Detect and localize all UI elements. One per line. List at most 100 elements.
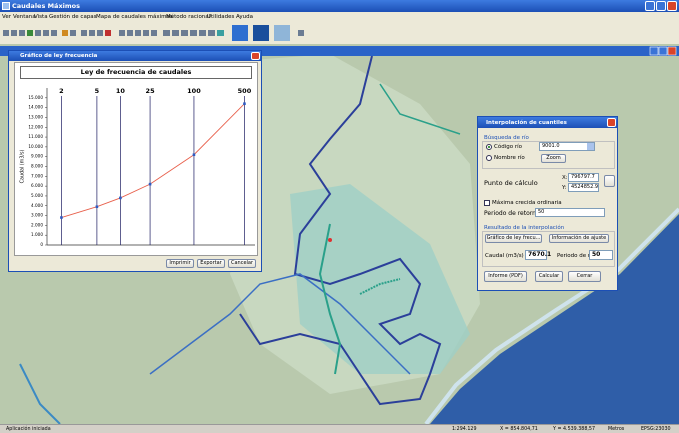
point-label: Punto de cálculo [484,179,538,187]
status-crs: EPSG:23030 [641,426,671,432]
radio-code[interactable] [486,144,492,150]
tool-icon[interactable] [3,30,9,36]
cancel-button[interactable]: Cancelar [228,259,256,268]
status-y: Y = 4.539.388,57 [553,426,596,432]
menu-item[interactable]: Utilidades [207,14,235,20]
tool-icon[interactable] [199,30,206,36]
map-maximize[interactable] [658,46,668,56]
period-field[interactable]: 50 [535,208,605,217]
tool-icon[interactable] [208,30,215,36]
tool-icon[interactable] [232,25,248,41]
map-minimize[interactable] [649,46,659,56]
dialog-close[interactable] [607,118,616,127]
result-period-field: 50 [589,250,613,260]
river [379,83,461,135]
close-dialog-button[interactable]: Cerrar [568,271,601,282]
app-icon [2,2,10,10]
result-period-label: Periodo de retorno : [557,253,612,259]
interpolation-dialog: Interpolación de cuantiles Búsqueda de r… [477,116,618,291]
zoom-button[interactable]: Zoom [541,154,566,163]
toolbar [0,22,679,44]
chart-window-close[interactable] [251,52,260,60]
menu-item[interactable]: Mapa de caudales máximos [96,14,173,20]
chart-window-title-bar: Gráfico de ley frecuencia [9,51,261,61]
dialog-title: Interpolación de cuantiles [486,119,567,126]
calc-button[interactable]: Calcular [535,271,563,282]
tool-icon[interactable] [27,30,33,36]
tool-icon[interactable] [181,30,188,36]
tool-icon[interactable] [97,30,103,36]
result-group [482,231,615,267]
radio-name[interactable] [486,155,492,161]
export-button[interactable]: Exportar [197,259,225,268]
coastline [424,207,679,424]
group-label: Búsqueda de río [484,135,529,141]
menu-item[interactable]: Método racional [166,14,211,20]
radio-label: Código río [494,144,522,150]
tool-icon[interactable] [274,25,290,41]
river [359,278,401,295]
chart-window: Gráfico de ley frecuencia Ley de frecuen… [8,50,262,272]
y-field[interactable]: 4524852.9 [568,183,599,192]
status-x: X = 854.804,71 [500,426,538,432]
tool-icon[interactable] [298,30,304,36]
tool-icon[interactable] [151,30,157,36]
tool-icon[interactable] [51,30,57,36]
tool-icon[interactable] [172,30,179,36]
app-title: Caudales Máximos [12,2,80,10]
tool-icon[interactable] [62,30,68,36]
basin-boundary [239,55,442,406]
tool-icon[interactable] [43,30,49,36]
status-units: Metros [608,426,625,432]
tool-icon[interactable] [19,30,25,36]
tool-icon[interactable] [163,30,170,36]
dropdown-arrow[interactable] [587,143,594,150]
checkbox[interactable] [484,200,490,206]
y-label: Y: [562,185,567,191]
tool-icon[interactable] [81,30,87,36]
menu-item[interactable]: Gestión de capas [49,14,97,20]
tool-icon[interactable] [11,30,17,36]
chart-window-title: Gráfico de ley frecuencia [20,52,98,59]
pick-point-button[interactable] [604,175,615,187]
tool-icon[interactable] [253,25,269,41]
tool-icon[interactable] [89,30,95,36]
close-button[interactable] [667,1,677,11]
app-title-bar: Caudales Máximos [0,0,679,12]
dialog-title-bar: Interpolación de cuantiles [478,117,617,128]
result-period-value: 50 [592,251,601,258]
x-field[interactable]: 796797.7 [568,173,599,182]
tool-icon[interactable] [35,30,41,36]
tool-icon[interactable] [119,30,125,36]
code-select[interactable]: 9001.0 [539,142,595,151]
river [318,223,342,375]
maximize-button[interactable] [656,1,666,11]
menu-item[interactable]: Ventana [13,14,36,20]
flow-label: Caudal (m3/s) [485,253,524,259]
report-button[interactable]: Informe (PDF) [484,271,527,282]
map-close[interactable] [667,46,677,56]
tool-icon[interactable] [143,30,149,36]
menu-item[interactable]: Vista [34,14,48,20]
tool-icon[interactable] [135,30,141,36]
menu-item[interactable]: Ayuda [236,14,253,20]
toolbar-bg [0,22,679,44]
tool-icon[interactable] [70,30,76,36]
river [149,273,411,375]
print-button[interactable]: Imprimir [166,259,194,268]
tool-icon[interactable] [217,30,224,36]
chart-button[interactable]: Gráfico de ley frecu... [485,234,542,243]
info-button[interactable]: Información de ajuste [549,234,609,243]
river [19,363,61,424]
tool-icon[interactable] [127,30,133,36]
search-group [482,141,615,169]
menu-bar: Ver Ventana Vista Gestión de capas Mapa … [0,12,679,22]
status-text: Aplicación iniciada [6,426,51,432]
minimize-button[interactable] [645,1,655,11]
tool-icon[interactable] [190,30,197,36]
menu-item[interactable]: Ver [2,14,11,20]
tool-icon[interactable] [105,30,111,36]
chart-title: Ley de frecuencia de caudales [20,66,252,79]
